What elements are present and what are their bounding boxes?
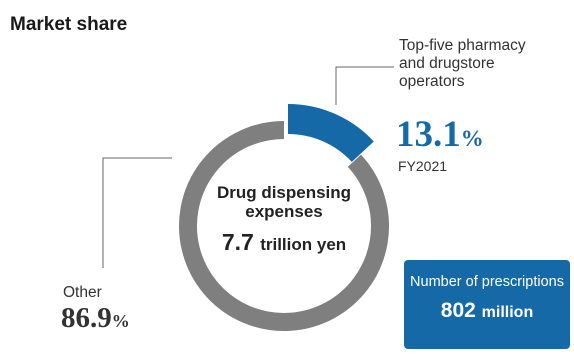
prescriptions-value: 802 million bbox=[404, 299, 570, 323]
other-percent: 86.9% bbox=[61, 304, 130, 333]
center-value-unit: trillion yen bbox=[260, 235, 347, 254]
prescriptions-label: Number of prescriptions bbox=[410, 274, 564, 290]
other-label: Other bbox=[63, 284, 102, 301]
other-leader-line bbox=[102, 157, 172, 268]
prescriptions-value-unit: million bbox=[481, 304, 534, 321]
prescriptions-box: Number of prescriptions 802 million bbox=[404, 260, 570, 349]
prescriptions-value-number: 802 bbox=[440, 299, 476, 322]
top-five-label: Top-five pharmacy and drugstore operator… bbox=[399, 37, 526, 90]
donut-center-text: Drug dispensing expenses 7.7 trillion ye… bbox=[214, 183, 354, 256]
donut-slice-top-five bbox=[287, 104, 374, 163]
other-percent-sign: % bbox=[111, 311, 130, 331]
donut-slice-other bbox=[179, 121, 389, 331]
fiscal-year-label: FY2021 bbox=[398, 158, 448, 174]
chart-title: Market share bbox=[10, 14, 128, 35]
center-label: Drug dispensing expenses bbox=[216, 183, 352, 221]
top-five-leader-line bbox=[335, 66, 394, 105]
other-percent-value: 86.9 bbox=[61, 302, 112, 334]
donut-segments bbox=[179, 104, 389, 331]
top-five-percent-value: 13.1 bbox=[396, 114, 461, 155]
top-five-percent-sign: % bbox=[460, 126, 484, 151]
center-value: 7.7 trillion yen bbox=[214, 231, 354, 256]
center-value-number: 7.7 bbox=[221, 229, 254, 255]
top-five-percent: 13.1% bbox=[396, 116, 484, 153]
